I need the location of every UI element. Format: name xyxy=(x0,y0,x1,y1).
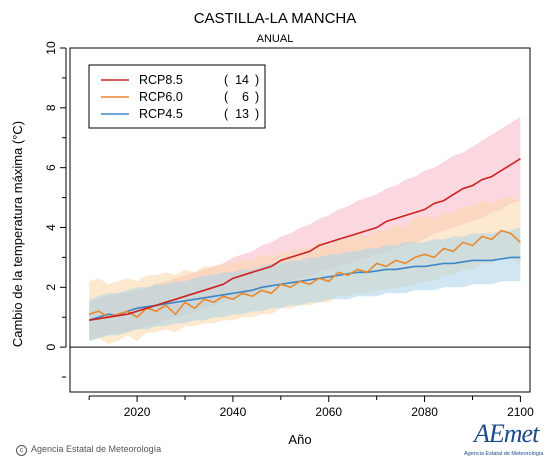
plot-frame xyxy=(69,47,531,393)
legend-label: RCP6.0 xyxy=(139,90,183,104)
x-tick-label: 2100 xyxy=(507,405,534,419)
legend: RCP8.5 (14) RCP6.0 (6) RCP4.5 (13) xyxy=(88,64,266,129)
y-tick-label: 10 xyxy=(44,41,58,55)
band-rcp45 xyxy=(89,227,521,342)
x-tick-label: 2020 xyxy=(124,405,151,419)
copyright-icon: c xyxy=(16,445,27,456)
page-title: CASTILLA-LA MANCHA xyxy=(193,10,357,27)
x-tick-label: 2080 xyxy=(411,405,438,419)
logo-caption: Agencia Estatal de Meteorología xyxy=(464,451,544,457)
y-tick-label: 8 xyxy=(44,104,58,111)
y-tick-label: 6 xyxy=(44,164,58,171)
legend-paren-close: ) xyxy=(255,73,259,87)
legend-count: 6 xyxy=(242,90,249,104)
x-axis-label: Año xyxy=(288,432,311,447)
legend-label: RCP8.5 xyxy=(139,73,183,87)
y-tick-label: 4 xyxy=(44,224,58,231)
y-axis-label: Cambio de la temperatura máxima (°C) xyxy=(10,121,25,347)
legend-count: 14 xyxy=(235,73,249,87)
page-subtitle: ANUAL xyxy=(256,33,294,45)
legend-paren-close: ) xyxy=(255,107,259,121)
line-rcp60 xyxy=(88,229,521,319)
series-lines xyxy=(88,158,521,321)
y-tick-label: 2 xyxy=(44,284,58,291)
x-axis: 2020 2040 2060 2080 2100 xyxy=(88,395,534,419)
legend-count: 13 xyxy=(235,107,249,121)
legend-paren-open: ( xyxy=(224,73,229,87)
y-tick-label: 0 xyxy=(44,343,58,350)
line-rcp85 xyxy=(89,158,521,321)
legend-label: RCP4.5 xyxy=(139,107,183,121)
credit-text: Agencia Estatal de Meteorología xyxy=(31,444,162,454)
x-tick-label: 2040 xyxy=(220,405,247,419)
aemet-logo: AEmet Agencia Estatal de Meteorología xyxy=(462,417,548,461)
y-axis: 0 2 4 6 8 10 xyxy=(44,41,67,378)
logo-wordmark: AEmet xyxy=(474,419,539,448)
legend-paren-open: ( xyxy=(224,107,229,121)
x-tick-label: 2060 xyxy=(315,405,342,419)
uncertainty-bands xyxy=(89,116,521,345)
copyright-credit: c Agencia Estatal de Meteorología xyxy=(16,444,161,456)
legend-paren-open: ( xyxy=(224,90,229,104)
legend-paren-close: ) xyxy=(255,90,259,104)
